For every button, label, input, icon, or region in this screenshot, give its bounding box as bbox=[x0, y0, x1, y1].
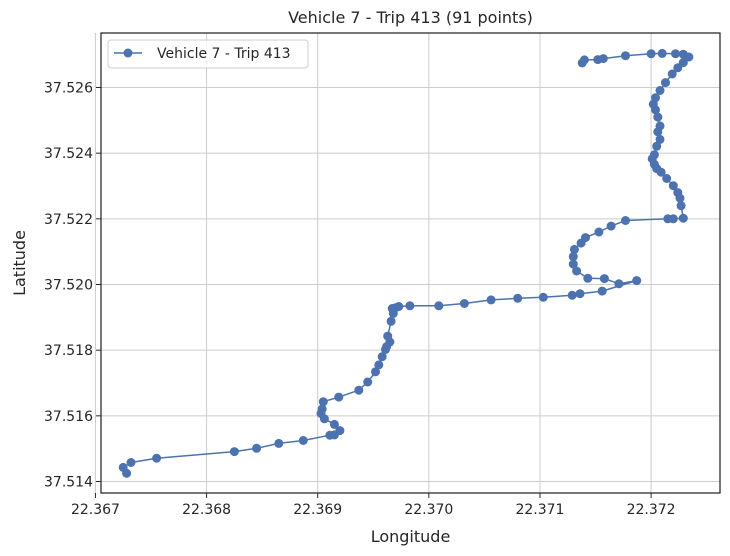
data-point bbox=[684, 52, 694, 62]
data-point bbox=[568, 259, 578, 269]
data-point bbox=[579, 55, 589, 65]
data-point bbox=[229, 447, 239, 457]
data-point bbox=[122, 468, 132, 478]
data-point bbox=[598, 54, 608, 64]
y-ticks: 37.514 37.516 37.518 37.520 37.522 37.524 37.5… bbox=[44, 81, 101, 491]
data-point bbox=[652, 141, 662, 151]
data-point bbox=[329, 419, 339, 429]
data-point bbox=[459, 299, 469, 308]
data-point bbox=[371, 367, 380, 377]
data-point bbox=[568, 252, 578, 262]
series-layer bbox=[118, 48, 694, 478]
data-point bbox=[668, 181, 678, 191]
data-point bbox=[486, 295, 496, 305]
data-point bbox=[653, 112, 663, 122]
data-point bbox=[567, 290, 577, 300]
data-point bbox=[363, 377, 373, 387]
y-tick-label: 37.520 bbox=[44, 278, 93, 294]
data-point bbox=[606, 221, 616, 231]
data-point bbox=[597, 286, 607, 296]
data-point bbox=[646, 49, 656, 59]
data-point bbox=[374, 360, 384, 370]
x-ticks: 22.367 22.368 22.369 22.370 22.371 22.372 bbox=[71, 493, 676, 518]
data-point bbox=[676, 201, 686, 211]
x-tick-label: 22.369 bbox=[293, 502, 342, 518]
data-point bbox=[572, 266, 582, 276]
data-point bbox=[274, 438, 284, 448]
data-point bbox=[651, 105, 660, 115]
data-point bbox=[675, 193, 685, 203]
data-point bbox=[599, 274, 609, 284]
data-point bbox=[381, 345, 390, 354]
data-point bbox=[405, 301, 415, 311]
data-point bbox=[388, 308, 398, 318]
x-tick-label: 22.367 bbox=[71, 502, 120, 518]
data-point bbox=[673, 63, 683, 73]
data-point bbox=[569, 244, 579, 254]
data-point bbox=[594, 227, 604, 237]
data-point bbox=[354, 385, 364, 395]
legend: Vehicle 7 - Trip 413 bbox=[107, 39, 309, 69]
data-point bbox=[655, 134, 665, 144]
data-point bbox=[252, 443, 262, 453]
legend-box bbox=[107, 39, 309, 69]
y-tick-label: 37.518 bbox=[44, 343, 93, 359]
data-point bbox=[576, 238, 586, 248]
data-point bbox=[152, 453, 162, 463]
data-point bbox=[663, 214, 673, 224]
y-axis-label: Latitude bbox=[10, 230, 29, 296]
y-tick-label: 37.516 bbox=[44, 409, 93, 425]
data-point bbox=[621, 216, 630, 225]
data-point bbox=[657, 48, 667, 58]
data-point bbox=[126, 458, 136, 467]
data-point bbox=[377, 352, 387, 362]
y-tick-label: 37.524 bbox=[44, 146, 93, 162]
data-point bbox=[621, 51, 630, 61]
data-point bbox=[678, 213, 688, 223]
data-point bbox=[513, 293, 523, 303]
data-point bbox=[318, 397, 328, 407]
data-point bbox=[656, 167, 666, 177]
data-point bbox=[653, 127, 663, 137]
x-axis-label: Longitude bbox=[371, 527, 451, 546]
data-point bbox=[334, 392, 344, 402]
data-point bbox=[319, 414, 329, 424]
x-tick-label: 22.368 bbox=[182, 502, 231, 518]
data-point bbox=[538, 292, 548, 302]
data-point bbox=[661, 78, 670, 88]
data-point bbox=[575, 289, 585, 299]
data-point bbox=[298, 436, 308, 445]
y-tick-label: 37.514 bbox=[44, 475, 93, 491]
data-point bbox=[655, 86, 665, 95]
x-tick-label: 22.371 bbox=[515, 502, 564, 518]
data-point bbox=[667, 69, 677, 79]
data-point bbox=[434, 301, 444, 311]
data-point bbox=[386, 316, 396, 326]
chart-title: Vehicle 7 - Trip 413 (91 points) bbox=[288, 8, 533, 27]
legend-label: Vehicle 7 - Trip 413 bbox=[157, 46, 291, 62]
data-point bbox=[632, 276, 642, 286]
y-tick-label: 37.522 bbox=[44, 212, 93, 228]
plot-frame bbox=[100, 32, 721, 494]
x-tick-label: 22.370 bbox=[404, 502, 453, 518]
y-tick-label: 37.526 bbox=[44, 81, 93, 97]
data-point bbox=[671, 49, 680, 59]
x-tick-label: 22.372 bbox=[627, 502, 676, 518]
data-point bbox=[583, 273, 593, 283]
data-point bbox=[614, 279, 624, 289]
data-point bbox=[662, 174, 672, 183]
legend-marker bbox=[123, 48, 133, 58]
data-point bbox=[325, 430, 335, 440]
